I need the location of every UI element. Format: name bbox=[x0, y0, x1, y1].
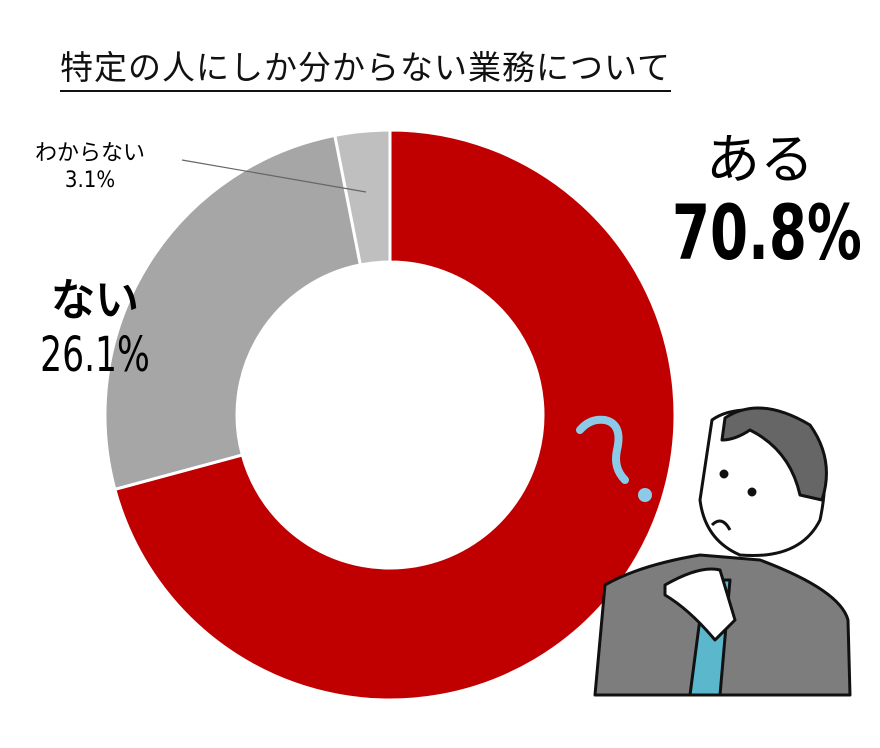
label-wakaranai: わからない 3.1% bbox=[15, 140, 165, 194]
slice-label: ある bbox=[706, 128, 814, 191]
slice-label: ない bbox=[51, 275, 139, 326]
slice-label: わからない bbox=[34, 141, 145, 166]
label-nai: ない 26.1% bbox=[10, 275, 180, 383]
donut-slice-1 bbox=[103, 133, 363, 492]
slice-value: 3.1% bbox=[64, 168, 116, 193]
slice-value: 26.1% bbox=[40, 327, 150, 383]
slice-value: 70.8% bbox=[672, 188, 862, 277]
donut-slice-2 bbox=[333, 128, 392, 267]
chart-title: 特定の人にしか分からない業務について bbox=[60, 48, 672, 92]
leader-line bbox=[181, 159, 367, 193]
donut-slice-0 bbox=[113, 128, 677, 702]
label-aru: ある 70.8% bbox=[650, 128, 870, 274]
thinking-businessman-icon bbox=[576, 406, 852, 697]
